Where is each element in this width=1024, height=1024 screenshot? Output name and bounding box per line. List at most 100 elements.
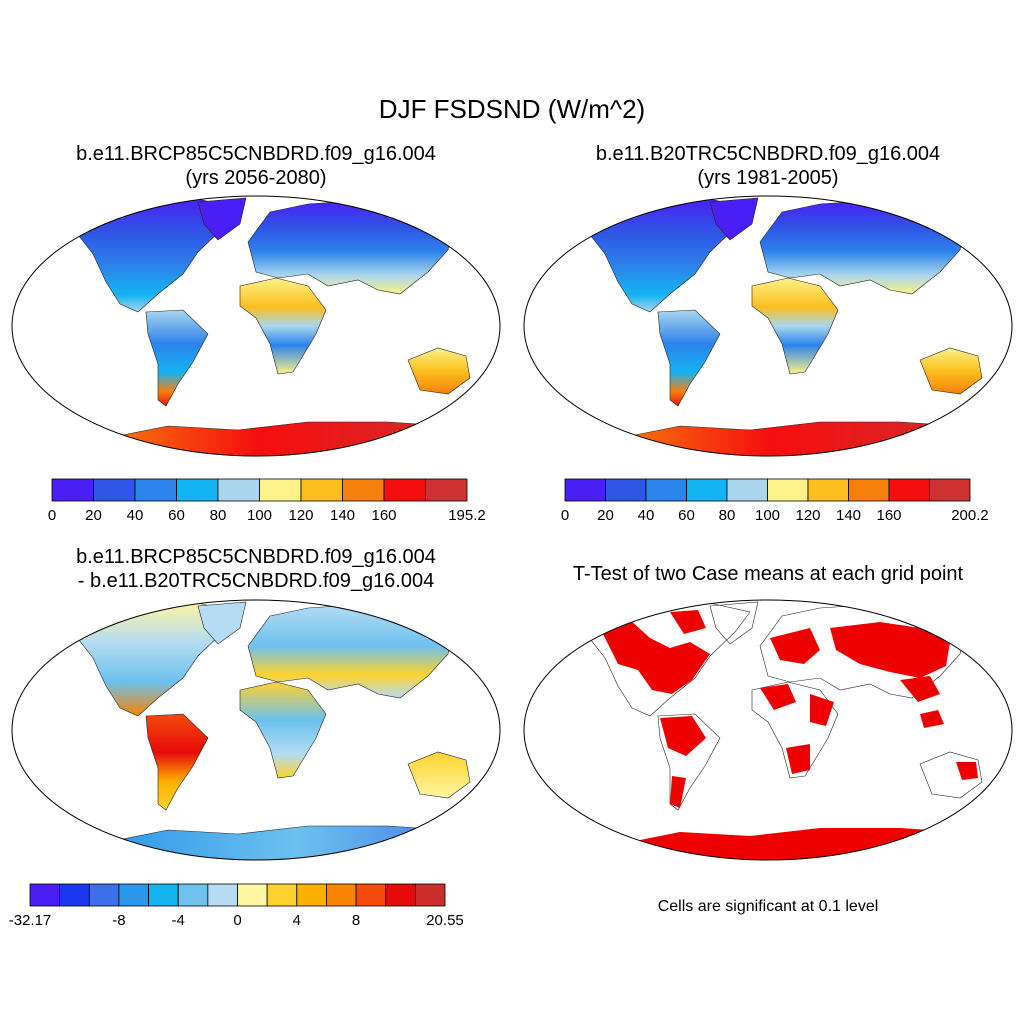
- colorbar-tick-label: 140: [330, 507, 355, 524]
- colorbar-swatch: [414, 883, 446, 907]
- significance-note: Cells are significant at 0.1 level: [657, 898, 879, 915]
- colorbar-tick-label: 0: [48, 507, 56, 524]
- colorbar-swatch: [148, 883, 179, 907]
- significant-region-east-asia: [900, 676, 940, 702]
- coast-greenland: [709, 601, 759, 645]
- case-map: [11, 195, 501, 457]
- significant-region-europe: [770, 628, 820, 664]
- difference-panel-title-line2: - b.e11.B20TRC5CNBDRD.f09_g16.004: [77, 570, 435, 592]
- colorbar-tick-label: 80: [719, 507, 736, 524]
- colorbar-tick-label: 120: [288, 507, 313, 524]
- land-africa: [751, 277, 839, 375]
- colorbar-swatch: [207, 883, 238, 907]
- colorbar-swatch: [51, 478, 94, 502]
- land-australia: [919, 347, 983, 395]
- colorbar-tick-label: 4: [293, 912, 301, 929]
- colorbar-swatch: [259, 478, 302, 502]
- colorbar-swatch: [383, 478, 426, 502]
- land-antarctica: [97, 421, 499, 456]
- colorbar-swatch: [29, 883, 61, 907]
- colorbar-swatch: [266, 883, 298, 907]
- colorbar-swatch: [134, 478, 177, 502]
- significant-region-australia: [956, 762, 978, 780]
- ttest-map: [523, 599, 1013, 861]
- significant-region-asia: [830, 622, 950, 678]
- difference-map: [11, 599, 501, 861]
- land-south-america: [657, 309, 721, 407]
- ttest-map-border: [523, 599, 1013, 861]
- colorbar-swatch: [645, 478, 687, 502]
- significant-region-antarctica: [610, 828, 1010, 860]
- colorbar-swatch: [888, 478, 930, 502]
- land-australia: [407, 751, 471, 799]
- colorbar-tick-label: 160: [876, 507, 901, 524]
- coast-south-america: [657, 713, 721, 811]
- difference-colorbar: -32.17 -8 -4 0 4 8 20.55: [9, 883, 464, 929]
- colorbar-tick-label: 20: [597, 507, 614, 524]
- significant-region-north-africa: [760, 684, 796, 710]
- colorbar-swatch: [807, 478, 849, 502]
- significant-region-north-america: [600, 620, 710, 694]
- land-south-america: [145, 713, 209, 811]
- coast-australia: [919, 751, 983, 799]
- colorbar-swatch: [929, 478, 971, 502]
- colorbar-tick-label: 140: [836, 507, 861, 524]
- colorbar-swatch: [726, 478, 768, 502]
- coast-africa: [751, 681, 839, 779]
- colorbar-swatch: [326, 883, 357, 907]
- colorbar-tick-label: 60: [678, 507, 695, 524]
- colorbar-tick-label: 100: [755, 507, 780, 524]
- colorbar-swatch: [88, 883, 120, 907]
- land-antarctica: [609, 421, 1011, 456]
- colorbar-tick-label: 40: [127, 507, 144, 524]
- control-map-border: [523, 195, 1013, 457]
- colorbar-swatch: [300, 478, 343, 502]
- control-panel-title-line2: (yrs 1981-2005): [697, 167, 839, 189]
- colorbar-tick-label: 100: [247, 507, 272, 524]
- control-map: [523, 195, 1013, 457]
- difference-panel-title: b.e11.BRCP85C5CNBDRD.f09_g16.004 - b.e11…: [6, 545, 506, 593]
- land-antarctica: [97, 825, 499, 860]
- difference-panel-title-line1: b.e11.BRCP85C5CNBDRD.f09_g16.004: [76, 546, 436, 568]
- colorbar-swatch: [767, 478, 809, 502]
- case-map-border: [11, 195, 501, 457]
- colorbar-tick-label: 0: [233, 912, 241, 929]
- colorbar-swatch: [355, 883, 387, 907]
- colorbar-swatch: [425, 478, 468, 502]
- figure-title: DJF FSDSND (W/m^2): [378, 94, 646, 124]
- land-africa: [239, 277, 327, 375]
- difference-map-border: [11, 599, 501, 861]
- land-greenland: [709, 197, 759, 241]
- land-australia: [407, 347, 471, 395]
- case-panel-title-line1: b.e11.BRCP85C5CNBDRD.f09_g16.004: [76, 143, 436, 165]
- significant-region-indonesia: [920, 710, 944, 728]
- colorbar-tick-label: 120: [795, 507, 820, 524]
- colorbar-tick-label: 20.55: [426, 912, 464, 929]
- colorbar-tick-label: 195.2: [448, 507, 486, 524]
- colorbar-tick-label: 200.2: [951, 507, 989, 524]
- colorbar-tick-label: 160: [371, 507, 396, 524]
- colorbar-swatch: [296, 883, 327, 907]
- colorbar-swatch: [564, 478, 606, 502]
- colorbar-swatch: [176, 478, 219, 502]
- significant-region-south-africa: [786, 744, 810, 774]
- control-colorbar: 0 20 40 60 80 100 120 140 160 200.2: [561, 478, 989, 524]
- land-greenland: [197, 601, 247, 645]
- colorbar-swatch: [93, 478, 136, 502]
- colorbar-tick-label: 40: [638, 507, 655, 524]
- land-africa: [239, 681, 327, 779]
- colorbar-swatch: [385, 883, 416, 907]
- colorbar-swatch: [217, 478, 260, 502]
- control-panel-title-line1: b.e11.B20TRC5CNBDRD.f09_g16.004: [595, 143, 941, 165]
- colorbar-tick-label: -32.17: [9, 912, 52, 929]
- colorbar-swatch: [342, 478, 385, 502]
- significant-region-east-africa: [810, 694, 834, 726]
- colorbar-swatch: [59, 883, 90, 907]
- colorbar-swatch: [177, 883, 209, 907]
- colorbar-swatch: [605, 478, 647, 502]
- colorbar-tick-label: 60: [168, 507, 185, 524]
- colorbar-tick-label: 20: [85, 507, 102, 524]
- colorbar-tick-label: 80: [210, 507, 227, 524]
- case-colorbar: 0 20 40 60 80 100 120 140 160 195.2: [48, 478, 486, 524]
- significant-region-patagonia: [670, 776, 686, 808]
